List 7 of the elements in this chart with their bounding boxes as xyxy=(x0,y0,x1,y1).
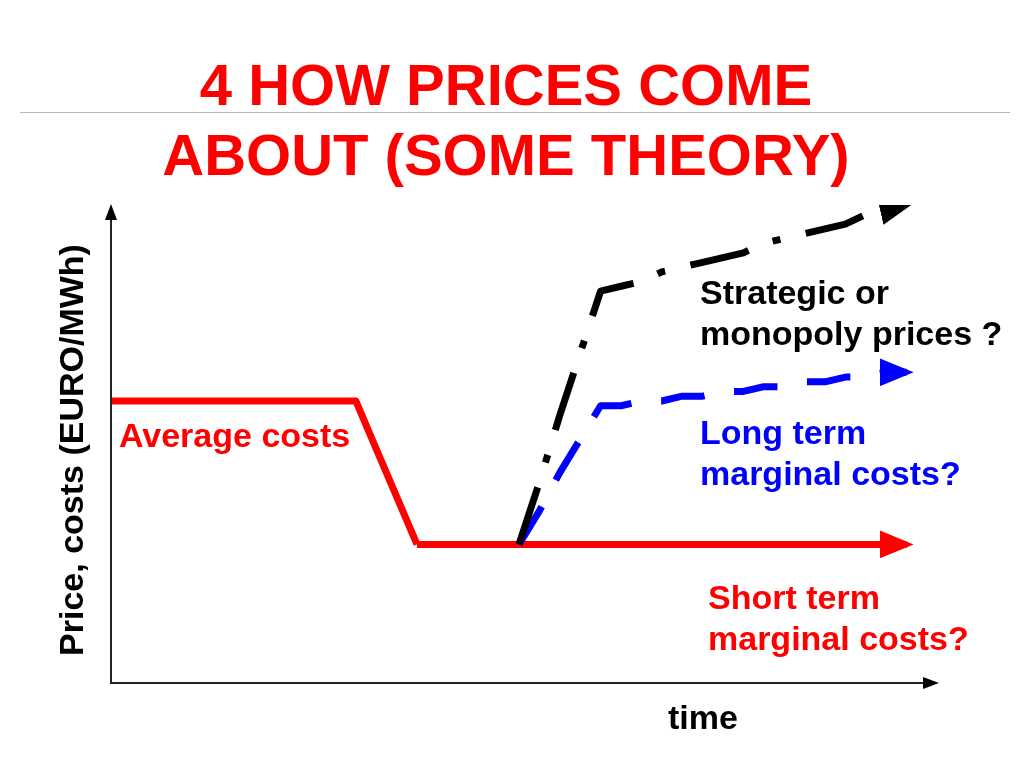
series-label: Short term marginal costs? xyxy=(708,578,969,657)
y-axis-title: Price, costs (EURO/MWh) xyxy=(51,244,91,656)
x-axis-title: time xyxy=(667,697,739,738)
series-label: Average costs xyxy=(119,416,351,454)
series-label: Long term marginal costs? xyxy=(700,413,961,492)
series-label: Strategic or monopoly prices ? xyxy=(700,273,1003,352)
chart-title: 4 HOW PRICES COME ABOUT (SOME THEORY) xyxy=(161,51,851,189)
